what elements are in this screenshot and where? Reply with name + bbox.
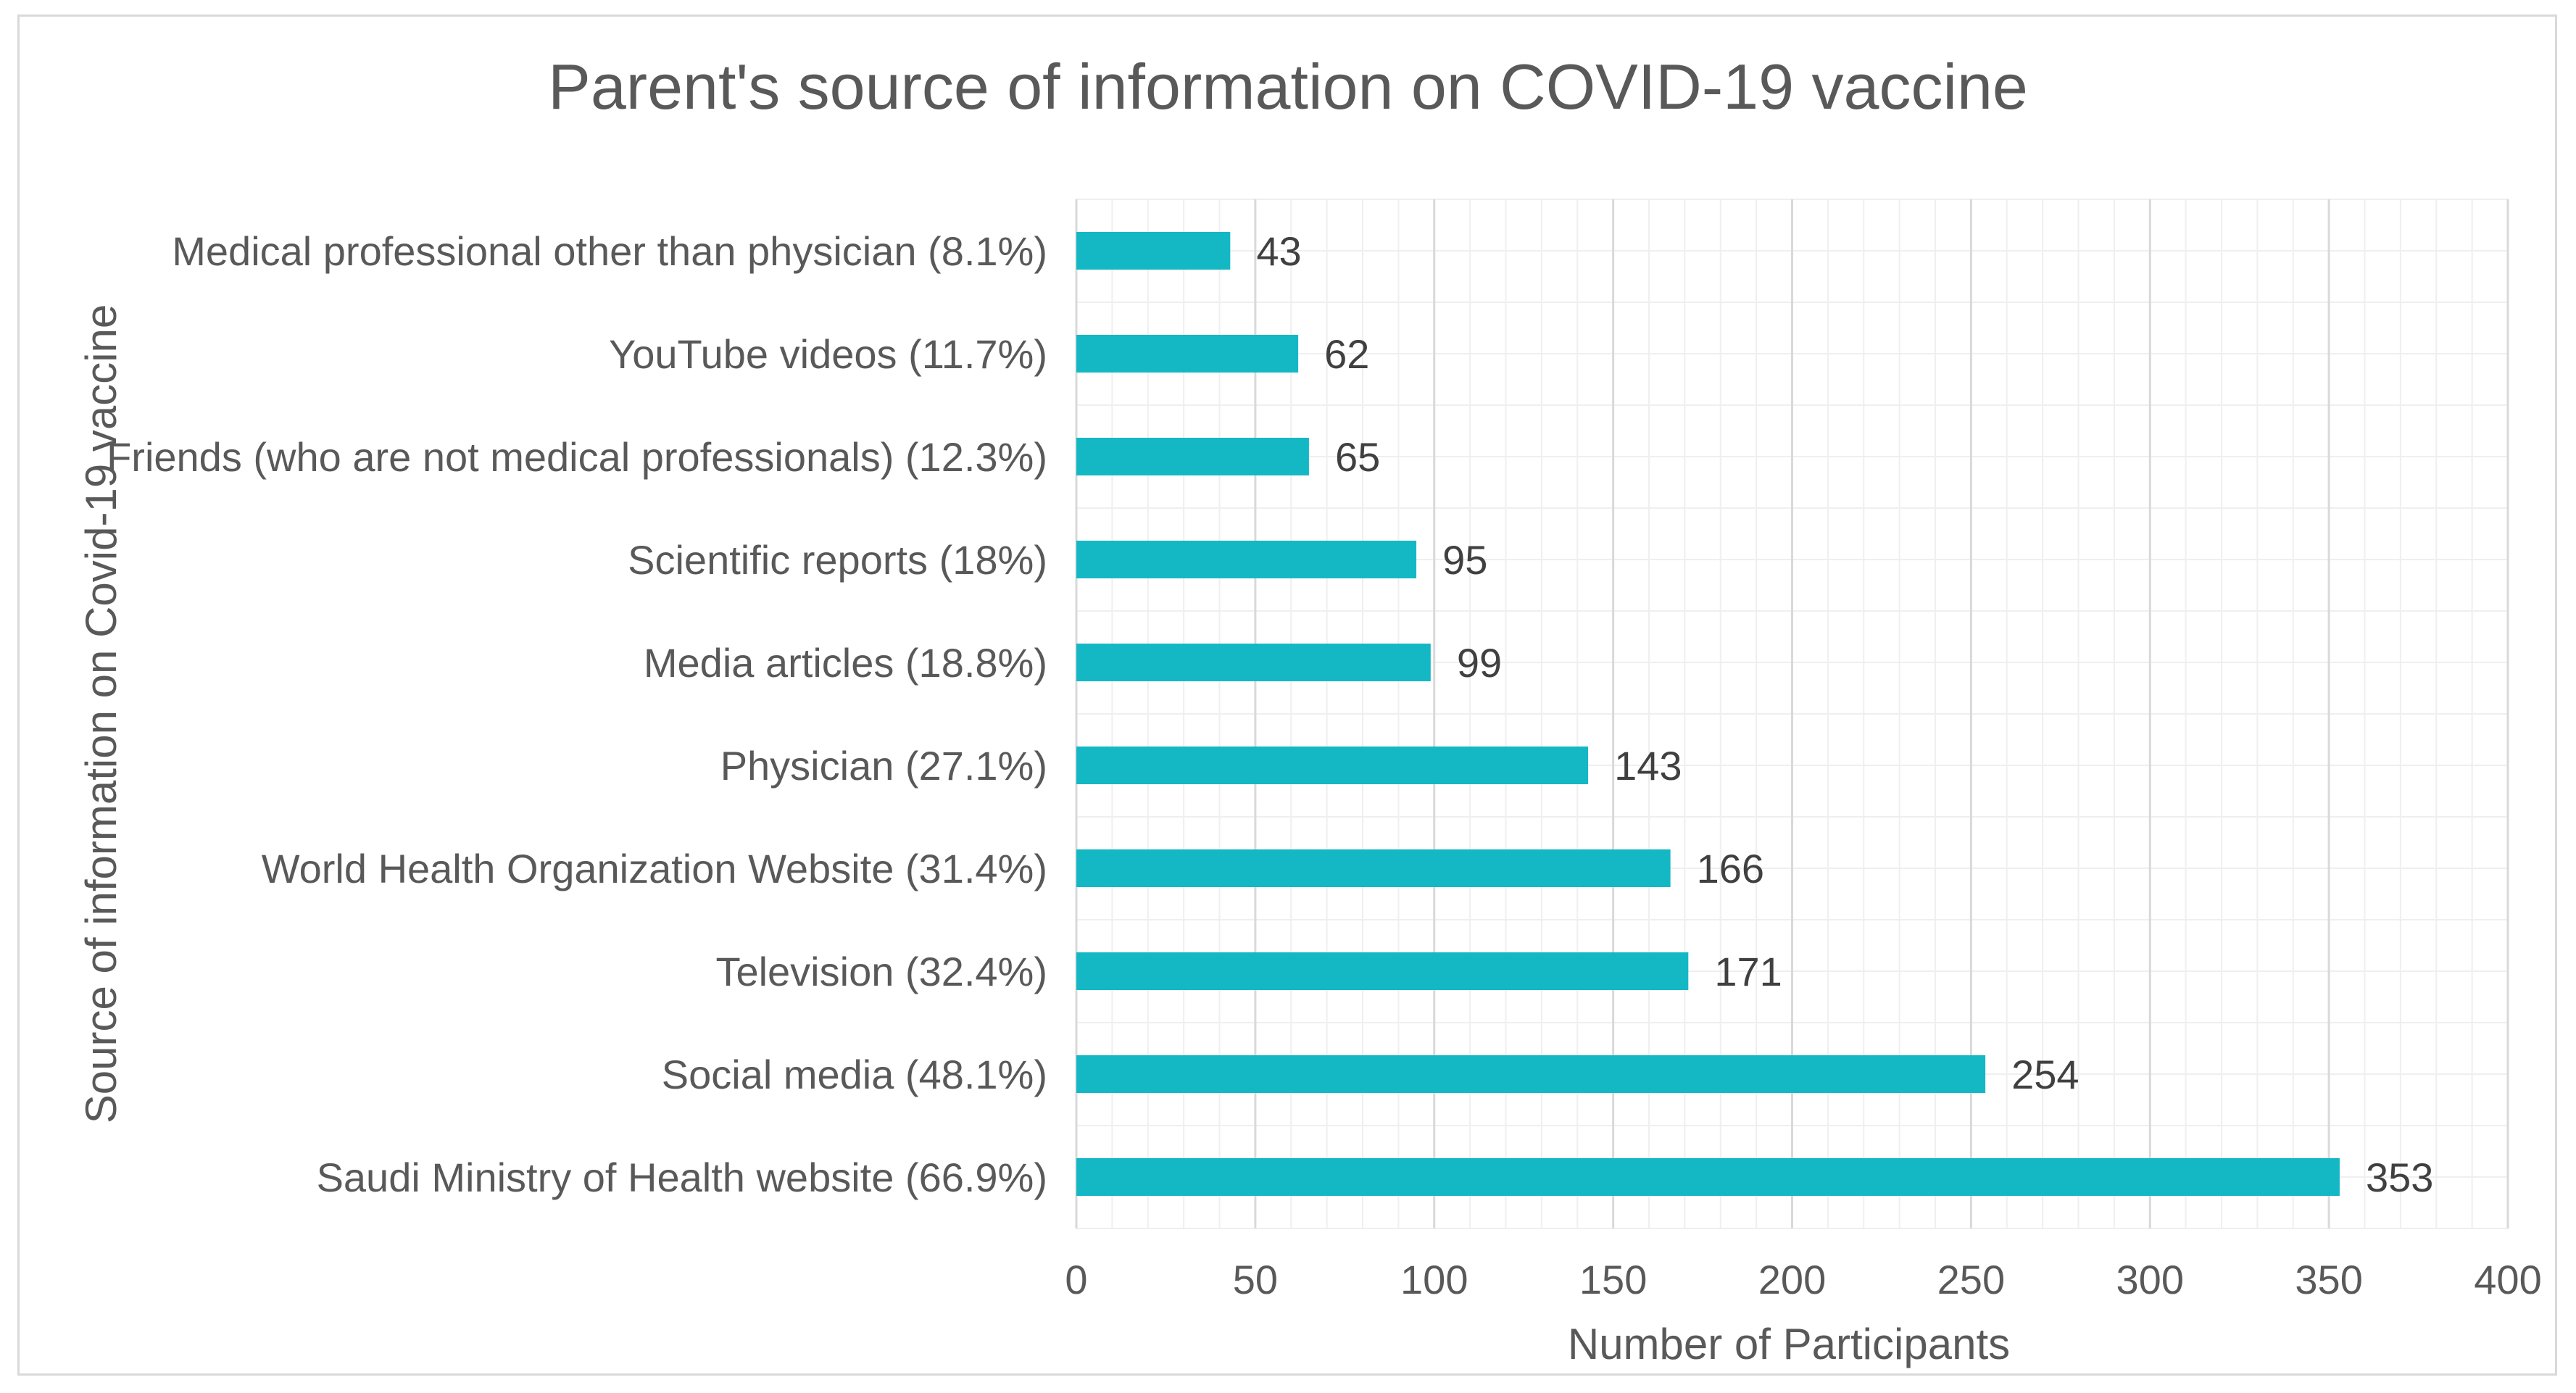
x-tick-label: 300 [2116, 1257, 2184, 1302]
category-label: Television (32.4%) [715, 949, 1047, 994]
category-label: Social media (48.1%) [662, 1052, 1047, 1097]
chart-frame [17, 14, 2557, 1376]
bar [1076, 232, 1231, 270]
x-tick-label: 350 [2295, 1257, 2362, 1302]
bar [1076, 849, 1671, 887]
x-tick-label: 150 [1579, 1257, 1647, 1302]
category-labels: Medical professional other than physicia… [107, 228, 1047, 1200]
data-label: 353 [2366, 1155, 2433, 1200]
bar [1076, 1055, 1986, 1093]
data-label: 254 [2011, 1052, 2079, 1097]
data-labels: 43 62 65 95 99 143 166 171 254 353 [1256, 228, 2433, 1200]
x-axis-ticks: 0 50 100 150 200 250 300 350 400 [1065, 1257, 2541, 1302]
data-label: 65 [1335, 434, 1380, 480]
data-label: 99 [1457, 640, 1502, 686]
bars [1076, 232, 2340, 1196]
x-axis-title: Number of Participants [1568, 1320, 2010, 1368]
category-label: YouTube videos (11.7%) [609, 331, 1047, 377]
bar [1076, 644, 1431, 681]
bar [1076, 541, 1417, 578]
data-label: 95 [1442, 537, 1487, 583]
x-tick-label: 0 [1065, 1257, 1087, 1302]
category-label: Media articles (18.8%) [644, 640, 1047, 686]
data-label: 62 [1324, 331, 1369, 377]
x-tick-label: 100 [1400, 1257, 1468, 1302]
x-tick-label: 50 [1233, 1257, 1278, 1302]
data-label: 166 [1697, 846, 1764, 891]
x-tick-label: 400 [2474, 1257, 2541, 1302]
bar [1076, 952, 1689, 990]
chart-title: Parent's source of information on COVID-… [548, 51, 2028, 122]
data-label: 43 [1256, 228, 1301, 274]
category-label: World Health Organization Website (31.4%… [262, 846, 1047, 891]
category-label: Scientific reports (18%) [628, 537, 1047, 583]
data-label: 171 [1714, 949, 1782, 994]
bar [1076, 747, 1589, 784]
y-axis-title: Source of information on Covid-19 vaccin… [77, 304, 125, 1124]
bar [1076, 1158, 2340, 1196]
category-label: Saudi Ministry of Health website (66.9%) [317, 1155, 1047, 1200]
bar [1076, 335, 1299, 373]
x-tick-label: 200 [1758, 1257, 1826, 1302]
category-label: Physician (27.1%) [720, 743, 1047, 789]
bar [1076, 438, 1309, 475]
category-label: Medical professional other than physicia… [172, 228, 1047, 274]
data-label: 143 [1614, 743, 1682, 789]
category-label: Friends (who are not medical professiona… [107, 434, 1047, 480]
x-tick-label: 250 [1937, 1257, 2005, 1302]
